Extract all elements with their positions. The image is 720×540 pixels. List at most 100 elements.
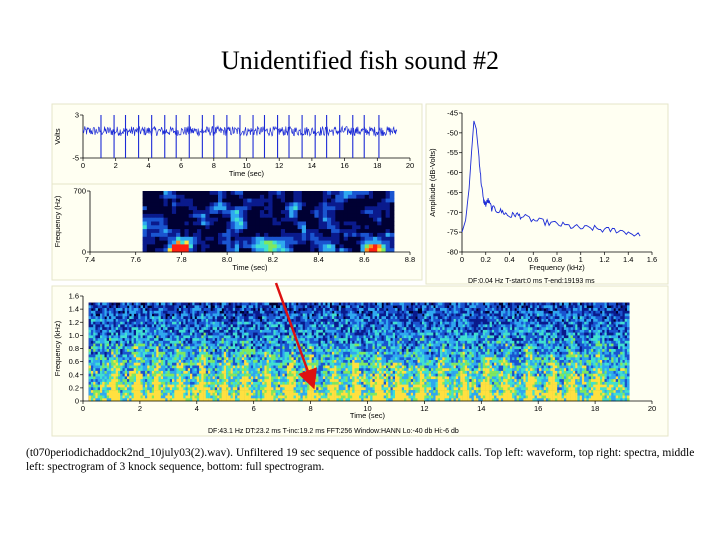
full-spectrogram-cell <box>192 362 195 366</box>
full-spectrogram-cell <box>102 387 105 391</box>
full-spectrogram-cell <box>104 381 108 385</box>
full-spectrogram-cell <box>194 351 198 355</box>
full-spectrogram-cell <box>322 343 326 347</box>
full-spectrogram-cell <box>106 343 110 347</box>
full-spectrogram-cell <box>226 376 229 380</box>
full-spectrogram-cell <box>158 305 162 309</box>
full-spectrogram-cell <box>331 343 335 347</box>
full-spectrogram-cell <box>313 319 317 323</box>
full-spectrogram-cell <box>120 354 123 358</box>
knock-spectrogram-cell <box>155 213 160 219</box>
knock-spectrogram-cell <box>243 202 248 207</box>
full-spectrogram-cell <box>97 376 101 380</box>
full-spectrogram-cell <box>131 319 135 323</box>
full-spectrogram-cell <box>131 329 135 333</box>
knock-spectrogram-cell <box>331 248 336 253</box>
knock-spectrogram-cell <box>381 213 386 219</box>
full-spectrogram-cell <box>309 321 312 325</box>
knock-spectrogram-cell <box>239 217 244 222</box>
knock-spectrogram-cell <box>373 232 378 238</box>
full-spectrogram-cell <box>338 305 342 309</box>
full-spectrogram-cell <box>102 370 105 374</box>
full-spectrogram-cell <box>174 368 177 372</box>
full-spectrogram-cell <box>221 340 225 344</box>
full-spectrogram-cell <box>239 392 243 396</box>
full-spectrogram-cell <box>316 324 319 328</box>
full-spectrogram-cell <box>163 324 166 328</box>
full-spectrogram-cell <box>111 313 114 317</box>
full-spectrogram-cell <box>271 327 274 331</box>
knock-spectrogram-cell <box>364 194 370 199</box>
full-spectrogram-cell <box>133 357 137 361</box>
full-spectrogram-cell <box>167 390 171 394</box>
full-spectrogram-cell <box>124 351 128 355</box>
full-spectrogram-cell <box>309 324 312 328</box>
full-spectrogram-cell <box>313 392 317 396</box>
full-spectrogram-cell <box>174 370 177 374</box>
spectrum-panel <box>425 103 669 285</box>
full-spectrogram-cell <box>280 354 283 358</box>
full-spectrogram-cell <box>102 390 105 394</box>
full-spectrogram-cell <box>120 332 123 336</box>
full-spectrogram-cell <box>90 316 94 320</box>
full-spectrogram-cell <box>318 360 321 364</box>
full-spectrogram-cell <box>311 370 315 374</box>
full-spectrogram-cell <box>302 362 306 366</box>
full-spectrogram-cell <box>118 390 121 394</box>
full-spectrogram-cell <box>210 338 213 342</box>
full-spectrogram-cell <box>154 387 157 391</box>
full-spectrogram-cell <box>140 373 144 377</box>
knock-spectrogram-cell <box>171 217 177 222</box>
full-spectrogram-cell <box>257 351 261 355</box>
full-spectrogram-cell <box>147 370 150 374</box>
full-spectrogram-cell <box>223 327 227 331</box>
knock-spectrogram-cell <box>352 202 357 207</box>
full-spectrogram-cell <box>95 308 98 312</box>
full-spectrogram-cell <box>336 398 339 402</box>
full-spectrogram-cell <box>145 354 148 358</box>
full-spectrogram-cell <box>124 340 128 344</box>
full-spectrogram-cell <box>149 310 153 314</box>
full-spectrogram-cell <box>309 308 312 312</box>
knock-spectrogram-cell <box>243 244 248 249</box>
full-spectrogram-cell <box>268 362 272 366</box>
full-spectrogram-cell <box>266 360 270 364</box>
full-spectrogram-cell <box>327 343 330 347</box>
full-spectrogram-cell <box>190 324 193 328</box>
knock-spectrogram-cell <box>297 248 303 253</box>
full-spectrogram-cell <box>304 335 308 339</box>
full-spectrogram-cell <box>268 316 272 320</box>
full-spectrogram-cell <box>196 370 200 374</box>
full-spectrogram-cell <box>291 387 294 391</box>
full-spectrogram-cell <box>282 351 285 355</box>
full-spectrogram-cell <box>158 360 162 364</box>
full-spectrogram-cell <box>223 387 227 391</box>
full-spectrogram-cell <box>208 360 211 364</box>
full-spectrogram-cell <box>298 319 301 323</box>
knock-spectrogram-cell <box>192 225 198 230</box>
knock-spectrogram-cell <box>289 217 294 222</box>
full-spectrogram-cell <box>104 343 108 347</box>
full-spectrogram-cell <box>151 379 155 383</box>
full-spectrogram-cell <box>289 381 292 385</box>
full-spectrogram-cell <box>282 308 285 312</box>
knock-spectrogram-cell <box>293 240 298 245</box>
full-spectrogram-cell <box>133 387 137 391</box>
knock-spectrogram-cell <box>259 198 265 203</box>
full-spectrogram-cell <box>174 308 177 312</box>
full-spectrogram-cell <box>111 373 114 377</box>
full-spectrogram-cell <box>104 398 108 402</box>
full-spectrogram-cell <box>228 305 231 309</box>
full-spectrogram-cell <box>178 368 182 372</box>
full-spectrogram-cell <box>196 390 200 394</box>
full-spectrogram-cell <box>316 379 319 383</box>
full-spectrogram-cell <box>115 362 119 366</box>
full-spectrogram-cell <box>196 332 200 336</box>
full-spectrogram-cell <box>298 302 301 306</box>
knock-spectrogram-cell <box>163 206 169 211</box>
full-spectrogram-cell <box>199 313 202 317</box>
full-spectrogram-cell <box>120 357 123 361</box>
full-spectrogram-cell <box>181 343 184 347</box>
full-spectrogram-cell <box>282 335 285 339</box>
knock-spectrogram-cell <box>331 229 336 234</box>
